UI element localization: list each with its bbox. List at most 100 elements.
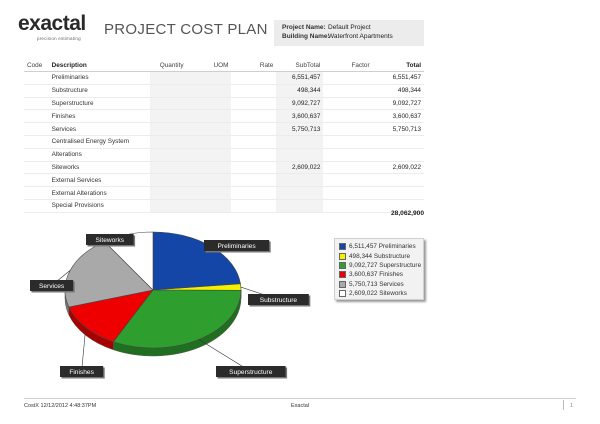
cell-quantity [150,161,187,175]
cell-code [24,84,49,98]
cell-quantity [150,71,187,85]
cell-description: Preliminaries [48,71,151,85]
logo-tagline: precision estimating [37,36,81,41]
cell-subtotal [276,186,324,200]
legend-swatch [339,271,346,279]
cell-quantity [150,148,187,162]
col-header-rate: Rate [231,60,277,72]
table-row: External Alterations [24,186,424,200]
cell-total: 3,600,637 [372,109,424,124]
cell-subtotal [276,135,324,149]
pie-label-superstructure: Superstructure [198,339,288,379]
table-row: Alterations [24,148,424,162]
svg-text:Preliminaries: Preliminaries [218,243,257,250]
table-row: Siteworks 2,609,022 2,609,022 [24,161,424,175]
cell-total [372,148,424,162]
cell-description: Centralised Energy System [48,135,151,149]
cell-code [24,109,49,124]
table-row: Substructure 498,344 498,344 [24,84,424,98]
cell-subtotal [276,199,324,213]
cell-rate [231,199,277,213]
cost-table: Code Description Quantity UOM Rate SubTo… [24,60,424,213]
cost-pie-chart: Preliminaries Substructure Superstructure F… [30,231,311,379]
cell-total [372,135,424,149]
legend-item: 6,511,457 Preliminaries [339,242,423,251]
cell-rate [231,173,277,188]
cell-total [372,199,424,213]
col-header-code: Code [24,60,49,72]
cell-factor [323,122,373,136]
legend-swatch [339,243,346,251]
cell-subtotal [276,148,324,162]
cell-quantity [150,199,187,213]
cell-code [24,199,49,213]
cell-description: External Alterations [48,186,151,200]
cell-subtotal: 5,750,713 [276,122,324,136]
cell-description: Substructure [48,84,151,98]
table-row: Special Provisions [24,199,424,213]
cell-code [24,161,49,175]
cell-code [24,97,49,111]
cell-total: 2,609,022 [372,161,424,175]
cell-total [372,186,424,200]
cell-uom [186,148,232,162]
cell-rate [231,135,277,149]
cell-uom [186,161,232,175]
cell-description: Finishes [48,109,151,124]
cell-uom [186,186,232,200]
project-name-label: Project Name: [282,24,326,31]
cell-description: Services [48,122,151,136]
col-header-subtotal: SubTotal [276,60,324,72]
legend-swatch [339,290,346,298]
footer-company: Exactal [291,403,310,409]
svg-text:Finishes: Finishes [69,369,94,376]
cell-factor [323,199,373,213]
exactal-logo: exactal precision estimating [18,12,96,44]
cell-subtotal: 498,344 [276,84,324,98]
table-row: External Services [24,173,424,188]
cell-uom [186,109,232,124]
cell-rate [231,84,277,98]
cell-subtotal [276,173,324,188]
legend-label: 498,344 Substructure [349,252,411,260]
svg-text:Superstructure: Superstructure [229,369,273,376]
legend-item: 9,092,727 Superstructure [339,261,423,270]
table-row: Superstructure 9,092,727 9,092,727 [24,97,424,111]
footer-timestamp: CostX 12/12/2012 4:48:37PM [24,403,97,409]
page-title: PROJECT COST PLAN [104,21,268,38]
cell-subtotal: 9,092,727 [276,97,324,111]
cell-code [24,186,49,200]
pie-label-siteworks: Siteworks [86,234,136,247]
cell-quantity [150,173,187,188]
legend-item: 3,600,637 Finishes [339,270,423,279]
cell-uom [186,71,232,85]
cell-code [24,148,49,162]
cell-factor [323,173,373,188]
cell-uom [186,97,232,111]
legend-swatch [339,252,346,260]
cell-quantity [150,135,187,149]
col-header-uom: UOM [186,60,232,72]
pie-label-services: Services [30,270,75,293]
cell-factor [323,135,373,149]
cell-factor [323,161,373,175]
cell-description: Alterations [48,148,151,162]
cell-rate [231,122,277,136]
cell-quantity [150,122,187,136]
logo-wordmark: exactal [18,12,86,35]
cell-factor [323,84,373,98]
cell-uom [186,135,232,149]
cell-total: 6,551,457 [372,71,424,85]
building-name-label: Building Name: [282,33,330,40]
cell-rate [231,109,277,124]
cell-factor [323,109,373,124]
svg-text:Substructure: Substructure [260,297,298,304]
cell-code [24,173,49,188]
footer-page-number: 1 [570,403,574,409]
cell-factor [323,97,373,111]
table-row: Centralised Energy System [24,135,424,149]
cell-subtotal: 3,600,637 [276,109,324,124]
pie-label-substructure: Substructure [240,286,311,307]
cell-total: 9,092,727 [372,97,424,111]
legend-item: 5,750,713 Services [339,280,423,289]
